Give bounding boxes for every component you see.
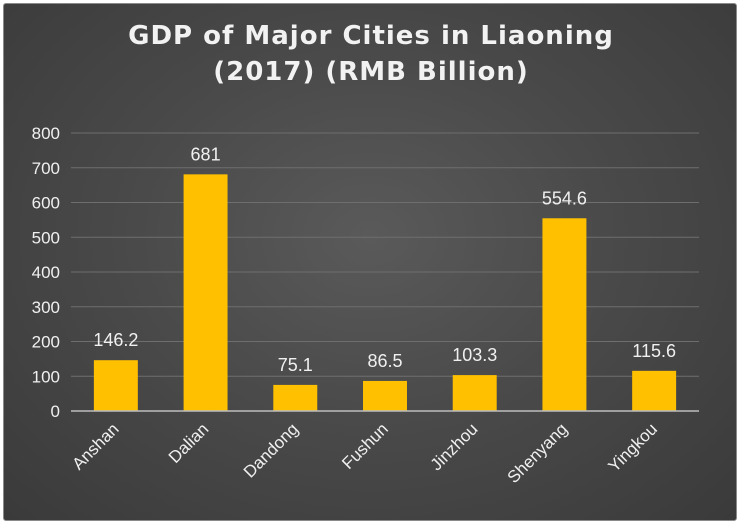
data-label-fushun: 86.5 — [367, 351, 402, 371]
data-label-jinzhou: 103.3 — [452, 345, 497, 365]
data-label-anshan: 146.2 — [93, 330, 138, 350]
bar-dandong — [273, 384, 318, 411]
bar-fushun — [363, 380, 407, 411]
x-tick-label-dandong: Dandong — [240, 419, 302, 481]
y-tick-label: 400 — [32, 263, 60, 282]
data-label-shenyang: 554.6 — [542, 188, 587, 208]
data-label-dalian: 681 — [191, 144, 221, 164]
x-tick-label-dalian: Dalian — [165, 419, 213, 467]
y-tick-label: 800 — [32, 124, 60, 143]
bar-dalian — [183, 174, 228, 411]
data-label-dandong: 75.1 — [278, 355, 313, 375]
bar-shenyang — [542, 218, 587, 411]
bar-anshan — [93, 360, 138, 411]
bar-yingkou — [632, 370, 677, 411]
chart-title-line-2: (2017) (RMB Billion) — [213, 57, 529, 87]
chart-title: GDP of Major Cities in Liaoning (2017) (… — [4, 18, 736, 90]
y-tick-label: 0 — [51, 402, 60, 421]
bar-jinzhou — [452, 375, 497, 411]
x-tick-label-shenyang: Shenyang — [504, 419, 572, 487]
y-tick-label: 100 — [32, 367, 60, 386]
y-tick-label: 300 — [32, 298, 60, 317]
y-tick-label: 500 — [32, 228, 60, 247]
x-tick-label-jinzhou: Jinzhou — [427, 419, 482, 474]
y-tick-label: 200 — [32, 333, 60, 352]
x-tick-label-yingkou: Yingkou — [605, 419, 661, 475]
chart-title-line-1: GDP of Major Cities in Liaoning — [128, 21, 614, 51]
x-tick-label-fushun: Fushun — [338, 419, 392, 473]
bar-chart: 0 100 200 300 400 500 600 700 800 146.2 Anshan 681 D… — [32, 124, 699, 487]
x-tick-label-anshan: Anshan — [68, 419, 122, 473]
y-tick-label: 700 — [32, 159, 60, 178]
chart-frame: GDP of Major Cities in Liaoning (2017) (… — [3, 3, 737, 521]
y-tick-label: 600 — [32, 194, 60, 213]
data-label-yingkou: 115.6 — [632, 341, 676, 361]
